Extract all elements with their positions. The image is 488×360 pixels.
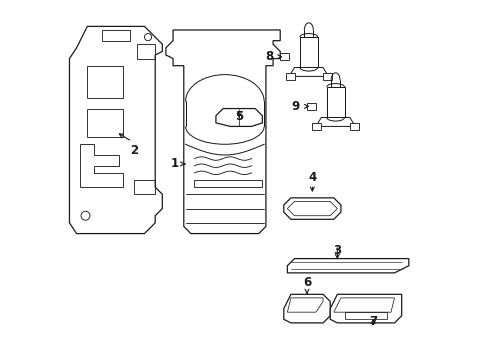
Text: 6: 6 [302,276,310,289]
Polygon shape [283,294,329,323]
Polygon shape [306,103,315,111]
Polygon shape [288,67,328,76]
Text: 7: 7 [368,315,376,328]
Polygon shape [283,198,340,219]
Text: 3: 3 [333,244,341,257]
Polygon shape [280,53,288,60]
Polygon shape [165,30,280,234]
Polygon shape [285,73,294,80]
Polygon shape [326,87,344,117]
Text: 1: 1 [170,157,178,170]
Polygon shape [349,123,358,130]
Polygon shape [216,109,262,126]
Text: 2: 2 [129,144,138,157]
Text: 8: 8 [264,50,272,63]
Polygon shape [299,37,317,67]
Polygon shape [287,258,408,273]
Text: 9: 9 [291,100,299,113]
Text: 5: 5 [235,111,243,123]
Polygon shape [315,117,354,126]
Polygon shape [69,26,162,234]
Polygon shape [312,123,321,130]
Polygon shape [323,73,331,80]
Polygon shape [329,294,401,323]
Text: 4: 4 [307,171,316,184]
